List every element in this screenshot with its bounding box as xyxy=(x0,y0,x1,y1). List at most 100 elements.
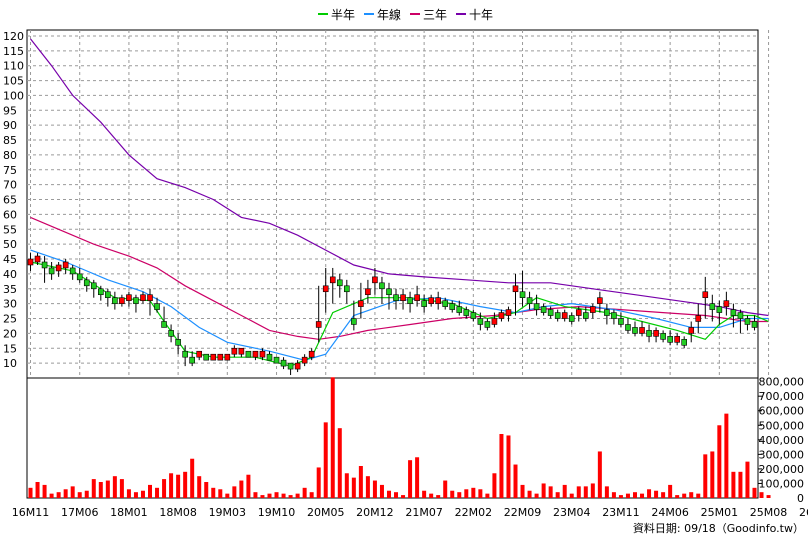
candle-body xyxy=(540,306,547,313)
candle xyxy=(336,273,343,298)
ma-10y-line xyxy=(30,38,769,317)
candle xyxy=(34,253,41,265)
candle-body xyxy=(625,324,631,331)
candle-body xyxy=(231,347,238,355)
volume-bar xyxy=(597,451,602,498)
price-y-tick: 20 xyxy=(3,327,17,340)
candle xyxy=(83,276,90,292)
volume-bar xyxy=(492,473,497,498)
candle-body xyxy=(751,321,758,328)
candle-body xyxy=(674,336,680,343)
volume-bar xyxy=(583,486,588,498)
volume-bar xyxy=(155,487,160,498)
volume-bar xyxy=(148,484,153,498)
candle-body xyxy=(245,350,252,358)
volume-bar xyxy=(450,490,455,498)
candle xyxy=(386,282,392,310)
volume-grid xyxy=(758,395,762,484)
candle xyxy=(140,291,146,304)
volume-bar xyxy=(358,466,363,498)
candle-body xyxy=(688,327,695,334)
volume-bar xyxy=(379,484,384,498)
candle xyxy=(428,294,434,307)
volume-bar xyxy=(337,428,342,498)
volume-bar xyxy=(689,492,694,498)
volume-bar xyxy=(281,493,286,498)
volume-bar xyxy=(49,493,54,498)
candle-body xyxy=(48,267,55,275)
x-tick: 22M02 xyxy=(455,506,493,519)
volume-bar xyxy=(295,493,300,498)
volume-bar xyxy=(745,461,750,498)
candle-body xyxy=(133,297,139,304)
volume-bar xyxy=(471,487,476,498)
candle-body xyxy=(98,288,104,296)
candle xyxy=(716,300,723,325)
candle-body xyxy=(27,258,34,266)
price-y-tick: 65 xyxy=(3,194,17,207)
candle-body xyxy=(203,353,210,361)
candle-body xyxy=(533,303,540,310)
volume-bar xyxy=(569,493,574,498)
candle-body xyxy=(618,318,624,325)
candle-body xyxy=(168,330,174,337)
volume-bar xyxy=(513,464,518,498)
price-y-tick: 15 xyxy=(3,342,17,355)
candle-body xyxy=(358,300,364,307)
volume-bar xyxy=(590,483,595,498)
candle xyxy=(561,309,568,322)
candle-body xyxy=(639,327,645,334)
candle-body xyxy=(681,339,687,346)
candle xyxy=(730,303,737,328)
candle-body xyxy=(126,294,132,301)
candle xyxy=(449,300,456,313)
candle xyxy=(463,306,470,319)
candle-body xyxy=(336,279,343,287)
candle xyxy=(252,350,259,361)
volume-bar xyxy=(499,434,504,498)
volume-bar xyxy=(548,486,553,498)
volume-bar xyxy=(640,493,645,498)
volume-bar xyxy=(611,492,616,498)
price-y-tick: 100 xyxy=(3,89,24,102)
candle xyxy=(512,273,519,316)
candle xyxy=(112,291,118,310)
candle xyxy=(27,253,34,271)
candle-body xyxy=(76,273,83,281)
price-y-tick: 105 xyxy=(3,75,24,88)
volume-bar xyxy=(506,435,511,498)
volume-bar xyxy=(738,471,743,498)
volume-bar xyxy=(309,492,314,498)
candle-body xyxy=(266,353,273,361)
candle xyxy=(119,294,125,307)
candle-body xyxy=(554,312,561,319)
volume-y-tick: 500,000 xyxy=(759,419,805,432)
volume-bar xyxy=(323,422,328,498)
volume-bar xyxy=(464,489,469,498)
candle-body xyxy=(421,300,427,307)
candle-body xyxy=(463,309,470,316)
candle xyxy=(744,315,751,331)
candle xyxy=(133,294,139,313)
candle xyxy=(646,324,652,343)
volume-bar xyxy=(133,492,138,498)
candle-body xyxy=(449,303,456,310)
x-tick: 19M10 xyxy=(258,506,296,519)
volume-y-tick: 400,000 xyxy=(759,434,805,447)
volume-bar xyxy=(682,493,687,498)
volume-y-tick: 600,000 xyxy=(759,405,805,418)
x-tick: 22M09 xyxy=(504,506,542,519)
candle-body xyxy=(723,300,730,307)
candle xyxy=(55,262,62,277)
candle xyxy=(421,294,427,313)
candle-body xyxy=(365,288,371,296)
candle xyxy=(76,267,83,283)
x-tick: 19M03 xyxy=(209,506,247,519)
candle xyxy=(48,262,55,280)
candle-body xyxy=(428,297,434,304)
candle xyxy=(147,288,153,316)
volume-bar xyxy=(77,492,82,498)
candle xyxy=(344,279,350,304)
